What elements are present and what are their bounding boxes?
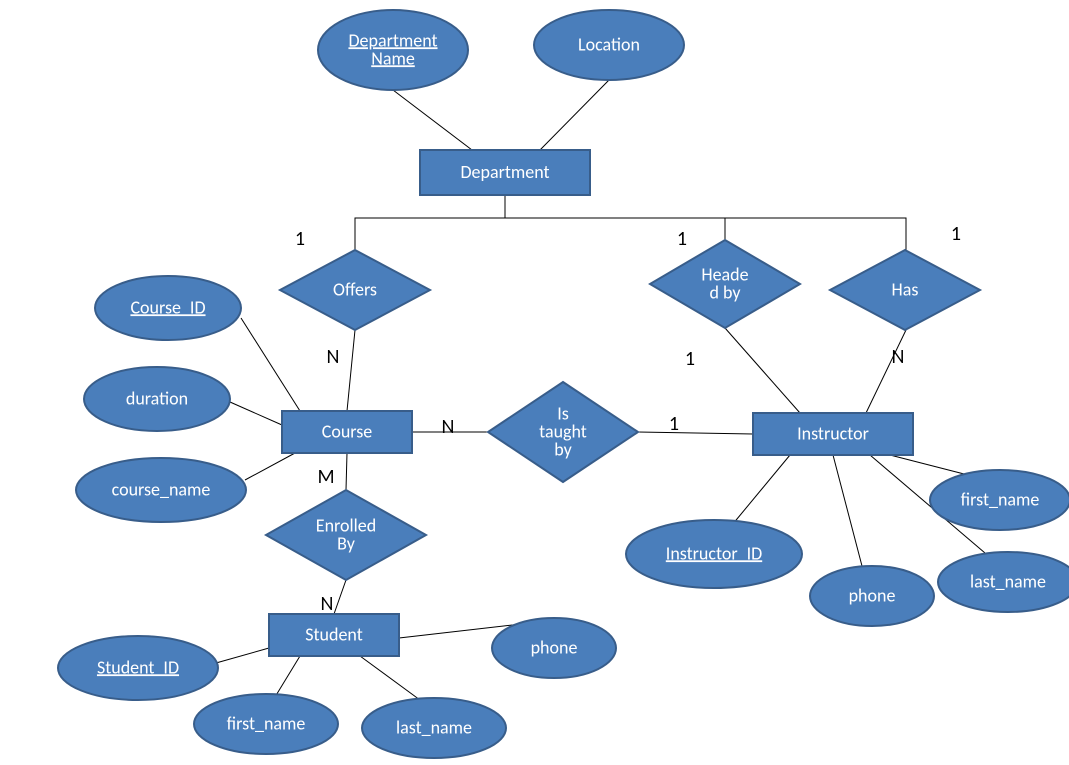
- edge: [732, 455, 790, 525]
- attribute-label: Location: [578, 33, 640, 55]
- edge: [393, 90, 472, 150]
- attribute-label: Instructor_ID: [666, 542, 762, 564]
- relationship-label: d by: [709, 281, 741, 303]
- edge: [241, 318, 300, 411]
- edge: [505, 195, 906, 250]
- attribute-studentid: Student_ID: [58, 636, 218, 700]
- edge: [638, 432, 753, 434]
- cardinality-label: 1: [669, 412, 679, 436]
- attribute-ilastname: last_name: [938, 552, 1069, 612]
- relationship-label: Has: [892, 278, 919, 300]
- edge: [347, 330, 355, 411]
- edge: [230, 402, 282, 425]
- attribute-label: first_name: [961, 488, 1040, 510]
- relationship-headedby: Headed by: [650, 240, 800, 328]
- entity-label: Student: [305, 623, 363, 645]
- relationship-label: by: [554, 438, 572, 460]
- attribute-label: last_name: [396, 716, 472, 738]
- cardinality-label: M: [317, 465, 334, 489]
- edge: [866, 330, 906, 413]
- edge: [355, 195, 505, 250]
- edge: [725, 328, 800, 413]
- relationship-offers: Offers: [280, 250, 430, 330]
- cardinality-label: N: [442, 415, 455, 439]
- edge: [360, 656, 420, 700]
- attribute-label: Student_ID: [97, 656, 179, 678]
- attribute-location: Location: [534, 10, 684, 80]
- relationship-label: Offers: [333, 278, 377, 300]
- entity-label: Instructor: [797, 422, 869, 444]
- cardinality-label: N: [892, 345, 905, 369]
- attribute-label: course_name: [112, 478, 211, 500]
- cardinality-label: N: [327, 345, 340, 369]
- attribute-label: Course_ID: [130, 296, 205, 318]
- relationship-istaughtby: Istaughtby: [488, 382, 638, 482]
- attribute-label: Name: [371, 47, 415, 69]
- relationship-label: By: [337, 532, 356, 554]
- edge: [833, 455, 862, 566]
- relationship-enrolledby: EnrolledBy: [266, 490, 426, 580]
- attribute-duration: duration: [84, 367, 230, 431]
- er-diagram: Department Course Instructor Student Offers H…: [0, 0, 1069, 765]
- attribute-label: duration: [126, 387, 188, 409]
- edge: [216, 648, 269, 663]
- entity-label: Department: [460, 161, 549, 183]
- relationship-has: Has: [830, 250, 980, 330]
- edge: [540, 80, 609, 150]
- edge: [275, 656, 300, 697]
- attribute-courseid: Course_ID: [95, 276, 241, 340]
- entity-department: Department: [420, 150, 590, 195]
- cardinality-label: 1: [295, 227, 305, 251]
- attribute-label: last_name: [970, 570, 1046, 592]
- entity-label: Course: [322, 420, 373, 442]
- attribute-label: first_name: [227, 712, 306, 734]
- attribute-sphone: phone: [492, 618, 616, 678]
- attribute-label: phone: [849, 584, 896, 606]
- cardinality-label: N: [321, 592, 334, 616]
- edge: [890, 455, 968, 475]
- entity-student: Student: [269, 614, 399, 656]
- edge: [346, 453, 347, 490]
- attribute-coursename: course_name: [76, 458, 246, 522]
- cardinality-label: 1: [951, 222, 961, 246]
- attribute-deptname: DepartmentName: [318, 10, 468, 90]
- edge: [245, 453, 295, 480]
- entity-instructor: Instructor: [753, 413, 913, 455]
- edge: [334, 580, 346, 614]
- attribute-sfirstname: first_name: [194, 694, 338, 754]
- attribute-instructorid: Instructor_ID: [626, 520, 802, 588]
- entity-course: Course: [282, 411, 412, 453]
- attribute-slastname: last_name: [362, 698, 506, 758]
- cardinality-label: 1: [677, 227, 687, 251]
- attribute-label: phone: [531, 636, 578, 658]
- attribute-ifirstname: first_name: [930, 470, 1069, 530]
- cardinality-label: 1: [685, 347, 695, 371]
- attribute-iphone: phone: [810, 566, 934, 626]
